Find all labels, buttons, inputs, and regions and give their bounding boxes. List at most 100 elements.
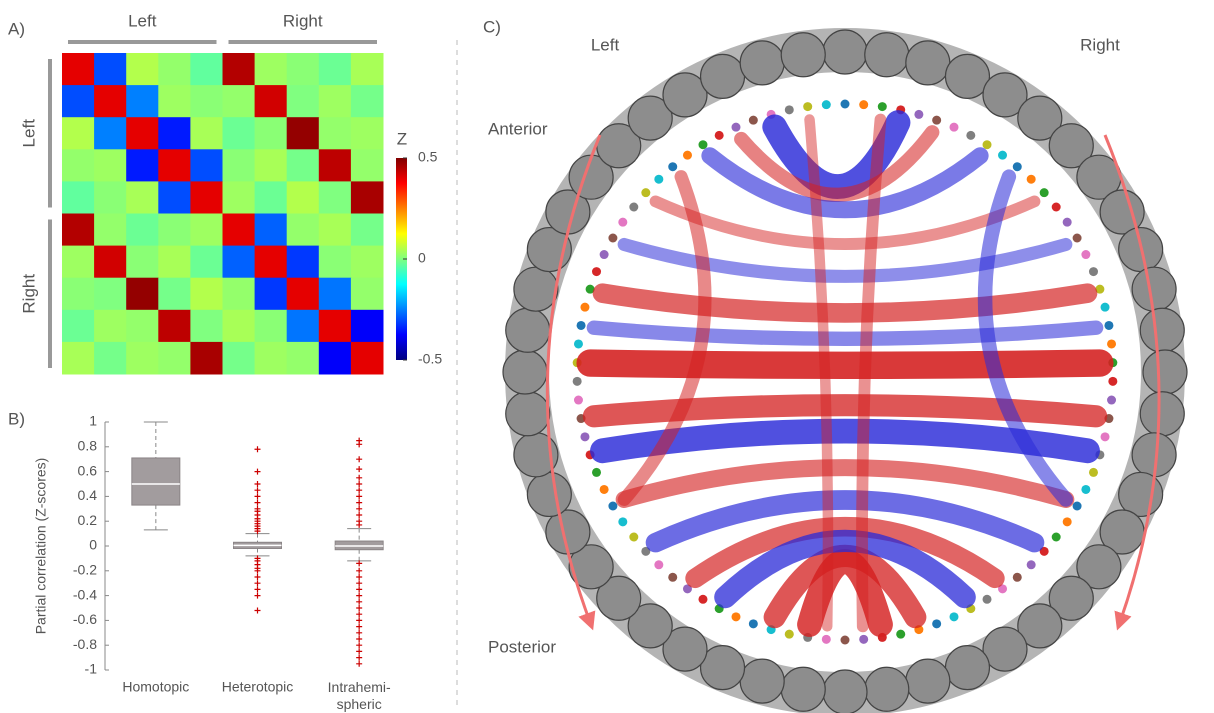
node (822, 100, 831, 109)
panel-label: B) (8, 409, 25, 428)
outlier (356, 456, 362, 462)
heatmap-cell (190, 85, 223, 118)
node (1107, 339, 1116, 348)
label-line: spheric (337, 696, 382, 712)
node (841, 636, 850, 645)
heatmap-cell (255, 85, 288, 118)
heatmap-cell (158, 214, 191, 247)
outlier (356, 466, 362, 472)
brain-slice (503, 350, 547, 394)
heatmap-cell (351, 117, 384, 150)
brain-slice (1143, 350, 1187, 394)
y-tick-label: 0 (89, 537, 97, 553)
node (859, 100, 868, 109)
colorbar-tick-label: -0.5 (418, 351, 442, 367)
node (914, 110, 923, 119)
node (950, 123, 959, 132)
node (592, 267, 601, 276)
node (1089, 267, 1098, 276)
heatmap-cell (190, 149, 223, 182)
panel-label: A) (8, 19, 25, 38)
boxplot-panel: -1-0.8-0.6-0.4-0.200.20.40.60.81Partial … (33, 413, 391, 712)
page: A) B) C) LeftRightLeftRightZ0.50-0.5 -1-… (0, 0, 1214, 713)
brain-slice (945, 646, 989, 690)
outlier (356, 648, 362, 654)
chord-panel: LeftRightAnteriorPosterior (488, 30, 1187, 713)
brain-slice (823, 670, 867, 713)
outlier (356, 506, 362, 512)
x-tick-label: Intrahemi-spheric (328, 679, 391, 712)
node (1104, 321, 1113, 330)
outlier (356, 580, 362, 586)
heatmap-cell (223, 214, 256, 247)
heatmap-cell (62, 149, 95, 182)
heatmap-cell (62, 214, 95, 247)
node (749, 619, 758, 628)
heatmap-cell (62, 342, 95, 375)
node (629, 203, 638, 212)
heatmap-cell (126, 278, 159, 311)
heatmap-cell (190, 278, 223, 311)
brain-slice (527, 472, 571, 516)
heatmap-cell (190, 342, 223, 375)
y-tick-label: 1 (89, 413, 97, 429)
heatmap-cell (319, 53, 352, 86)
heatmap-cell (319, 149, 352, 182)
heatmap-cell (126, 181, 159, 214)
y-tick-label: -0.4 (73, 586, 97, 602)
node (629, 532, 638, 541)
heatmap-cell (255, 214, 288, 247)
label-line: Intrahemi- (328, 679, 391, 695)
heatmap-cell (223, 246, 256, 279)
heatmap-cell (158, 85, 191, 118)
node (1073, 502, 1082, 511)
brain-slice (506, 392, 550, 436)
node (803, 102, 812, 111)
y-tick-label: -0.2 (73, 562, 97, 578)
box (132, 458, 180, 505)
outlier (356, 630, 362, 636)
heatmap-cell (319, 310, 352, 343)
heatmap-cell (319, 278, 352, 311)
brain-slice (514, 267, 558, 311)
heatmap-cell (351, 53, 384, 86)
node (577, 321, 586, 330)
heatmap-cell (158, 278, 191, 311)
chord (590, 363, 1100, 365)
y-tick-label: -0.6 (73, 611, 97, 627)
node (1063, 517, 1072, 526)
heatmap-cell (126, 117, 159, 150)
outlier (356, 568, 362, 574)
heatmap-cell (287, 181, 320, 214)
outlier (255, 500, 261, 506)
node (1089, 468, 1098, 477)
outlier (356, 605, 362, 611)
y-tick-label: 0.2 (78, 512, 98, 528)
node (641, 188, 650, 197)
heatmap-cell (62, 278, 95, 311)
brain-slice (506, 308, 550, 352)
heatmap-cell (287, 117, 320, 150)
node (580, 432, 589, 441)
heatmap-cell (255, 310, 288, 343)
x-tick-label: Heterotopic (222, 679, 294, 695)
node (932, 619, 941, 628)
node (654, 560, 663, 569)
brain-slice (740, 659, 784, 703)
node (1063, 218, 1072, 227)
colorbar-tick-label: 0.5 (418, 149, 438, 165)
outlier (255, 607, 261, 613)
node (1073, 234, 1082, 243)
heatmap-cell (223, 117, 256, 150)
node (1101, 432, 1110, 441)
heatmap-cell (287, 53, 320, 86)
node (998, 151, 1007, 160)
heatmap-cell (223, 149, 256, 182)
node (608, 234, 617, 243)
panel-label: C) (483, 17, 501, 36)
heatmap-cell (287, 278, 320, 311)
node (896, 630, 905, 639)
outlier (356, 586, 362, 592)
heatmap-cell (287, 214, 320, 247)
colorbar-label: Z (397, 129, 407, 148)
